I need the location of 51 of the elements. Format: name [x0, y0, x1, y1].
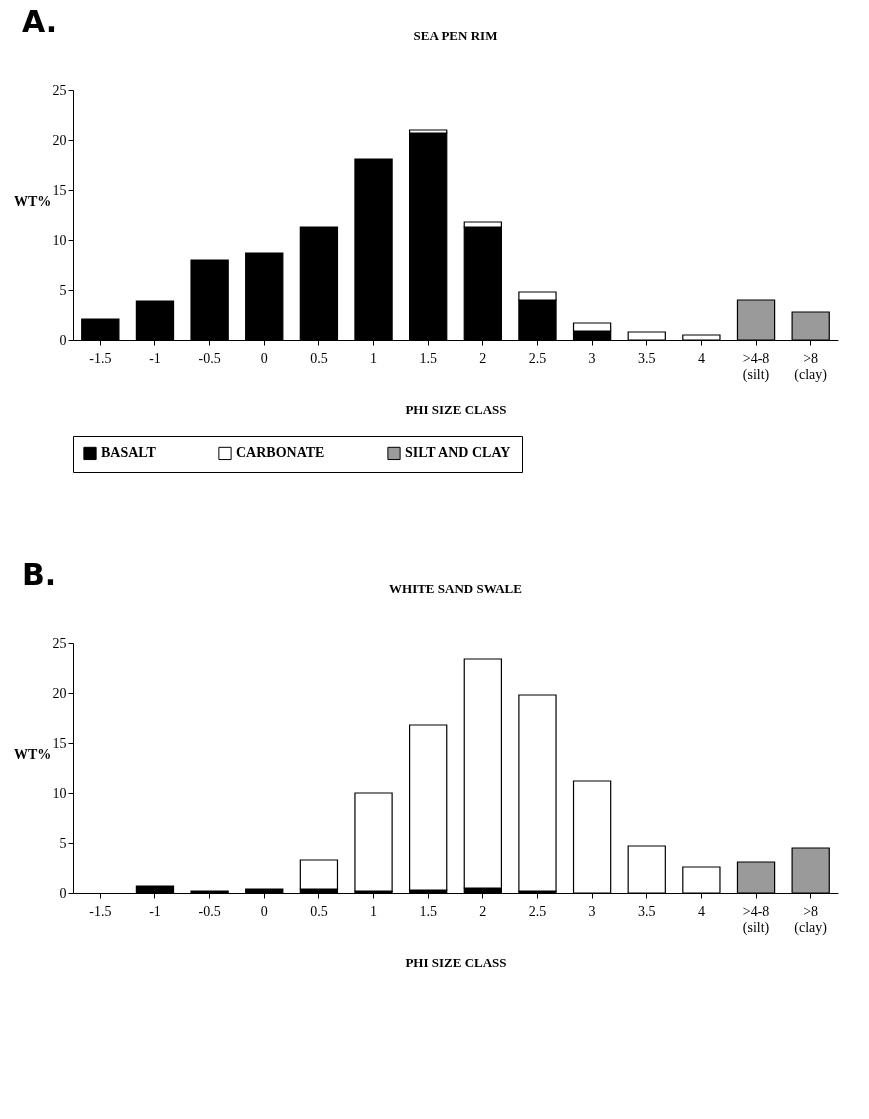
x-tick-label: 0.5	[310, 903, 328, 919]
chart-title: SEA PEN RIM	[413, 28, 498, 43]
x-tick-label: -1	[149, 350, 161, 366]
x-axis-title: PHI SIZE CLASS	[405, 954, 507, 970]
y-tick-label: 15	[52, 182, 67, 198]
y-axis-title: WT%	[14, 747, 52, 763]
y-tick-label: 0	[59, 885, 67, 901]
legend-label: CARBONATE	[236, 445, 325, 461]
x-tick-label: 2	[479, 350, 487, 366]
y-tick-label: 15	[52, 735, 67, 751]
x-tick-label: 0	[260, 350, 268, 366]
x-tick-label: 4	[697, 903, 705, 919]
legend-label: SILT AND CLAY	[405, 445, 511, 461]
x-tick-label: 3.5	[638, 350, 656, 366]
x-tick-label: >4-8 (silt)	[742, 350, 770, 383]
y-tick-label: 25	[52, 82, 67, 98]
x-tick-label: 0.5	[310, 350, 328, 366]
x-tick-label: 2.5	[528, 350, 547, 366]
y-tick-label: 5	[59, 835, 67, 851]
x-tick-label: >8 (clay)	[794, 350, 828, 383]
x-tick-label: 0	[260, 903, 268, 919]
x-tick-label: >4-8 (silt)	[742, 903, 770, 936]
text: B.	[22, 557, 57, 592]
x-tick-label: 1	[370, 350, 378, 366]
x-tick-label: 3	[588, 903, 596, 919]
x-tick-label: -1.5	[89, 903, 112, 919]
y-tick-label: 10	[52, 785, 67, 801]
y-tick-label: 5	[59, 282, 67, 298]
x-axis-title: PHI SIZE CLASS	[405, 401, 507, 417]
text: A.	[22, 4, 58, 39]
legend-label: BASALT	[101, 445, 157, 461]
x-tick-label: -1	[149, 903, 161, 919]
y-tick-label: 0	[59, 332, 67, 348]
y-tick-label: 20	[52, 132, 67, 148]
x-tick-label: 1	[370, 903, 378, 919]
chart-title: WHITE SAND SWALE	[389, 581, 522, 596]
x-tick-label: >8 (clay)	[794, 903, 828, 936]
y-tick-label: 20	[52, 685, 67, 701]
x-tick-label: -0.5	[198, 903, 221, 919]
x-tick-label: 3.5	[638, 903, 656, 919]
x-tick-label: 4	[697, 350, 705, 366]
x-tick-label: 1.5	[419, 903, 437, 919]
x-tick-label: 1.5	[419, 350, 437, 366]
x-tick-label: -1.5	[89, 350, 112, 366]
x-tick-label: 2	[479, 903, 487, 919]
x-tick-label: 2.5	[528, 903, 547, 919]
y-tick-label: 25	[52, 635, 67, 651]
y-axis-title: WT%	[14, 194, 52, 210]
x-tick-label: -0.5	[198, 350, 221, 366]
y-tick-label: 10	[52, 232, 67, 248]
x-tick-label: 3	[588, 350, 596, 366]
